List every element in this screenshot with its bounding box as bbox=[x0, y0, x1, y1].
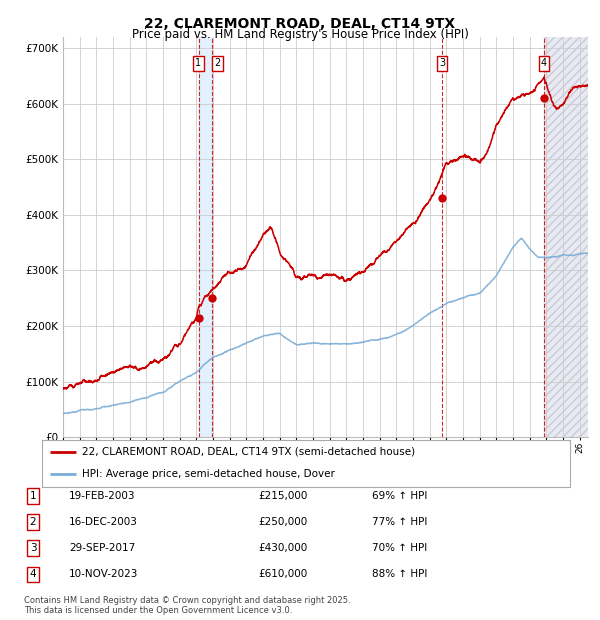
Bar bbox=[199, 37, 212, 437]
Text: 1: 1 bbox=[196, 58, 202, 68]
Text: 10-NOV-2023: 10-NOV-2023 bbox=[69, 569, 139, 579]
Text: 77% ↑ HPI: 77% ↑ HPI bbox=[372, 517, 427, 527]
Text: 69% ↑ HPI: 69% ↑ HPI bbox=[372, 491, 427, 501]
Text: 3: 3 bbox=[439, 58, 445, 68]
Text: Price paid vs. HM Land Registry's House Price Index (HPI): Price paid vs. HM Land Registry's House … bbox=[131, 28, 469, 41]
Text: £250,000: £250,000 bbox=[258, 517, 307, 527]
Bar bbox=[544, 37, 588, 437]
Text: 22, CLAREMONT ROAD, DEAL, CT14 9TX (semi-detached house): 22, CLAREMONT ROAD, DEAL, CT14 9TX (semi… bbox=[82, 447, 415, 457]
Text: 16-DEC-2003: 16-DEC-2003 bbox=[69, 517, 138, 527]
Text: 22, CLAREMONT ROAD, DEAL, CT14 9TX: 22, CLAREMONT ROAD, DEAL, CT14 9TX bbox=[145, 17, 455, 32]
Text: 19-FEB-2003: 19-FEB-2003 bbox=[69, 491, 136, 501]
Text: 70% ↑ HPI: 70% ↑ HPI bbox=[372, 543, 427, 553]
Text: 3: 3 bbox=[29, 543, 37, 553]
Text: 1: 1 bbox=[29, 491, 37, 501]
Text: HPI: Average price, semi-detached house, Dover: HPI: Average price, semi-detached house,… bbox=[82, 469, 334, 479]
Text: 2: 2 bbox=[29, 517, 37, 527]
Text: Contains HM Land Registry data © Crown copyright and database right 2025.
This d: Contains HM Land Registry data © Crown c… bbox=[24, 596, 350, 615]
Text: 88% ↑ HPI: 88% ↑ HPI bbox=[372, 569, 427, 579]
Text: 2: 2 bbox=[214, 58, 220, 68]
Text: £215,000: £215,000 bbox=[258, 491, 307, 501]
Text: 29-SEP-2017: 29-SEP-2017 bbox=[69, 543, 135, 553]
Text: 4: 4 bbox=[541, 58, 547, 68]
Text: £610,000: £610,000 bbox=[258, 569, 307, 579]
Bar bbox=[544, 37, 588, 437]
Text: 4: 4 bbox=[29, 569, 37, 579]
Text: £430,000: £430,000 bbox=[258, 543, 307, 553]
